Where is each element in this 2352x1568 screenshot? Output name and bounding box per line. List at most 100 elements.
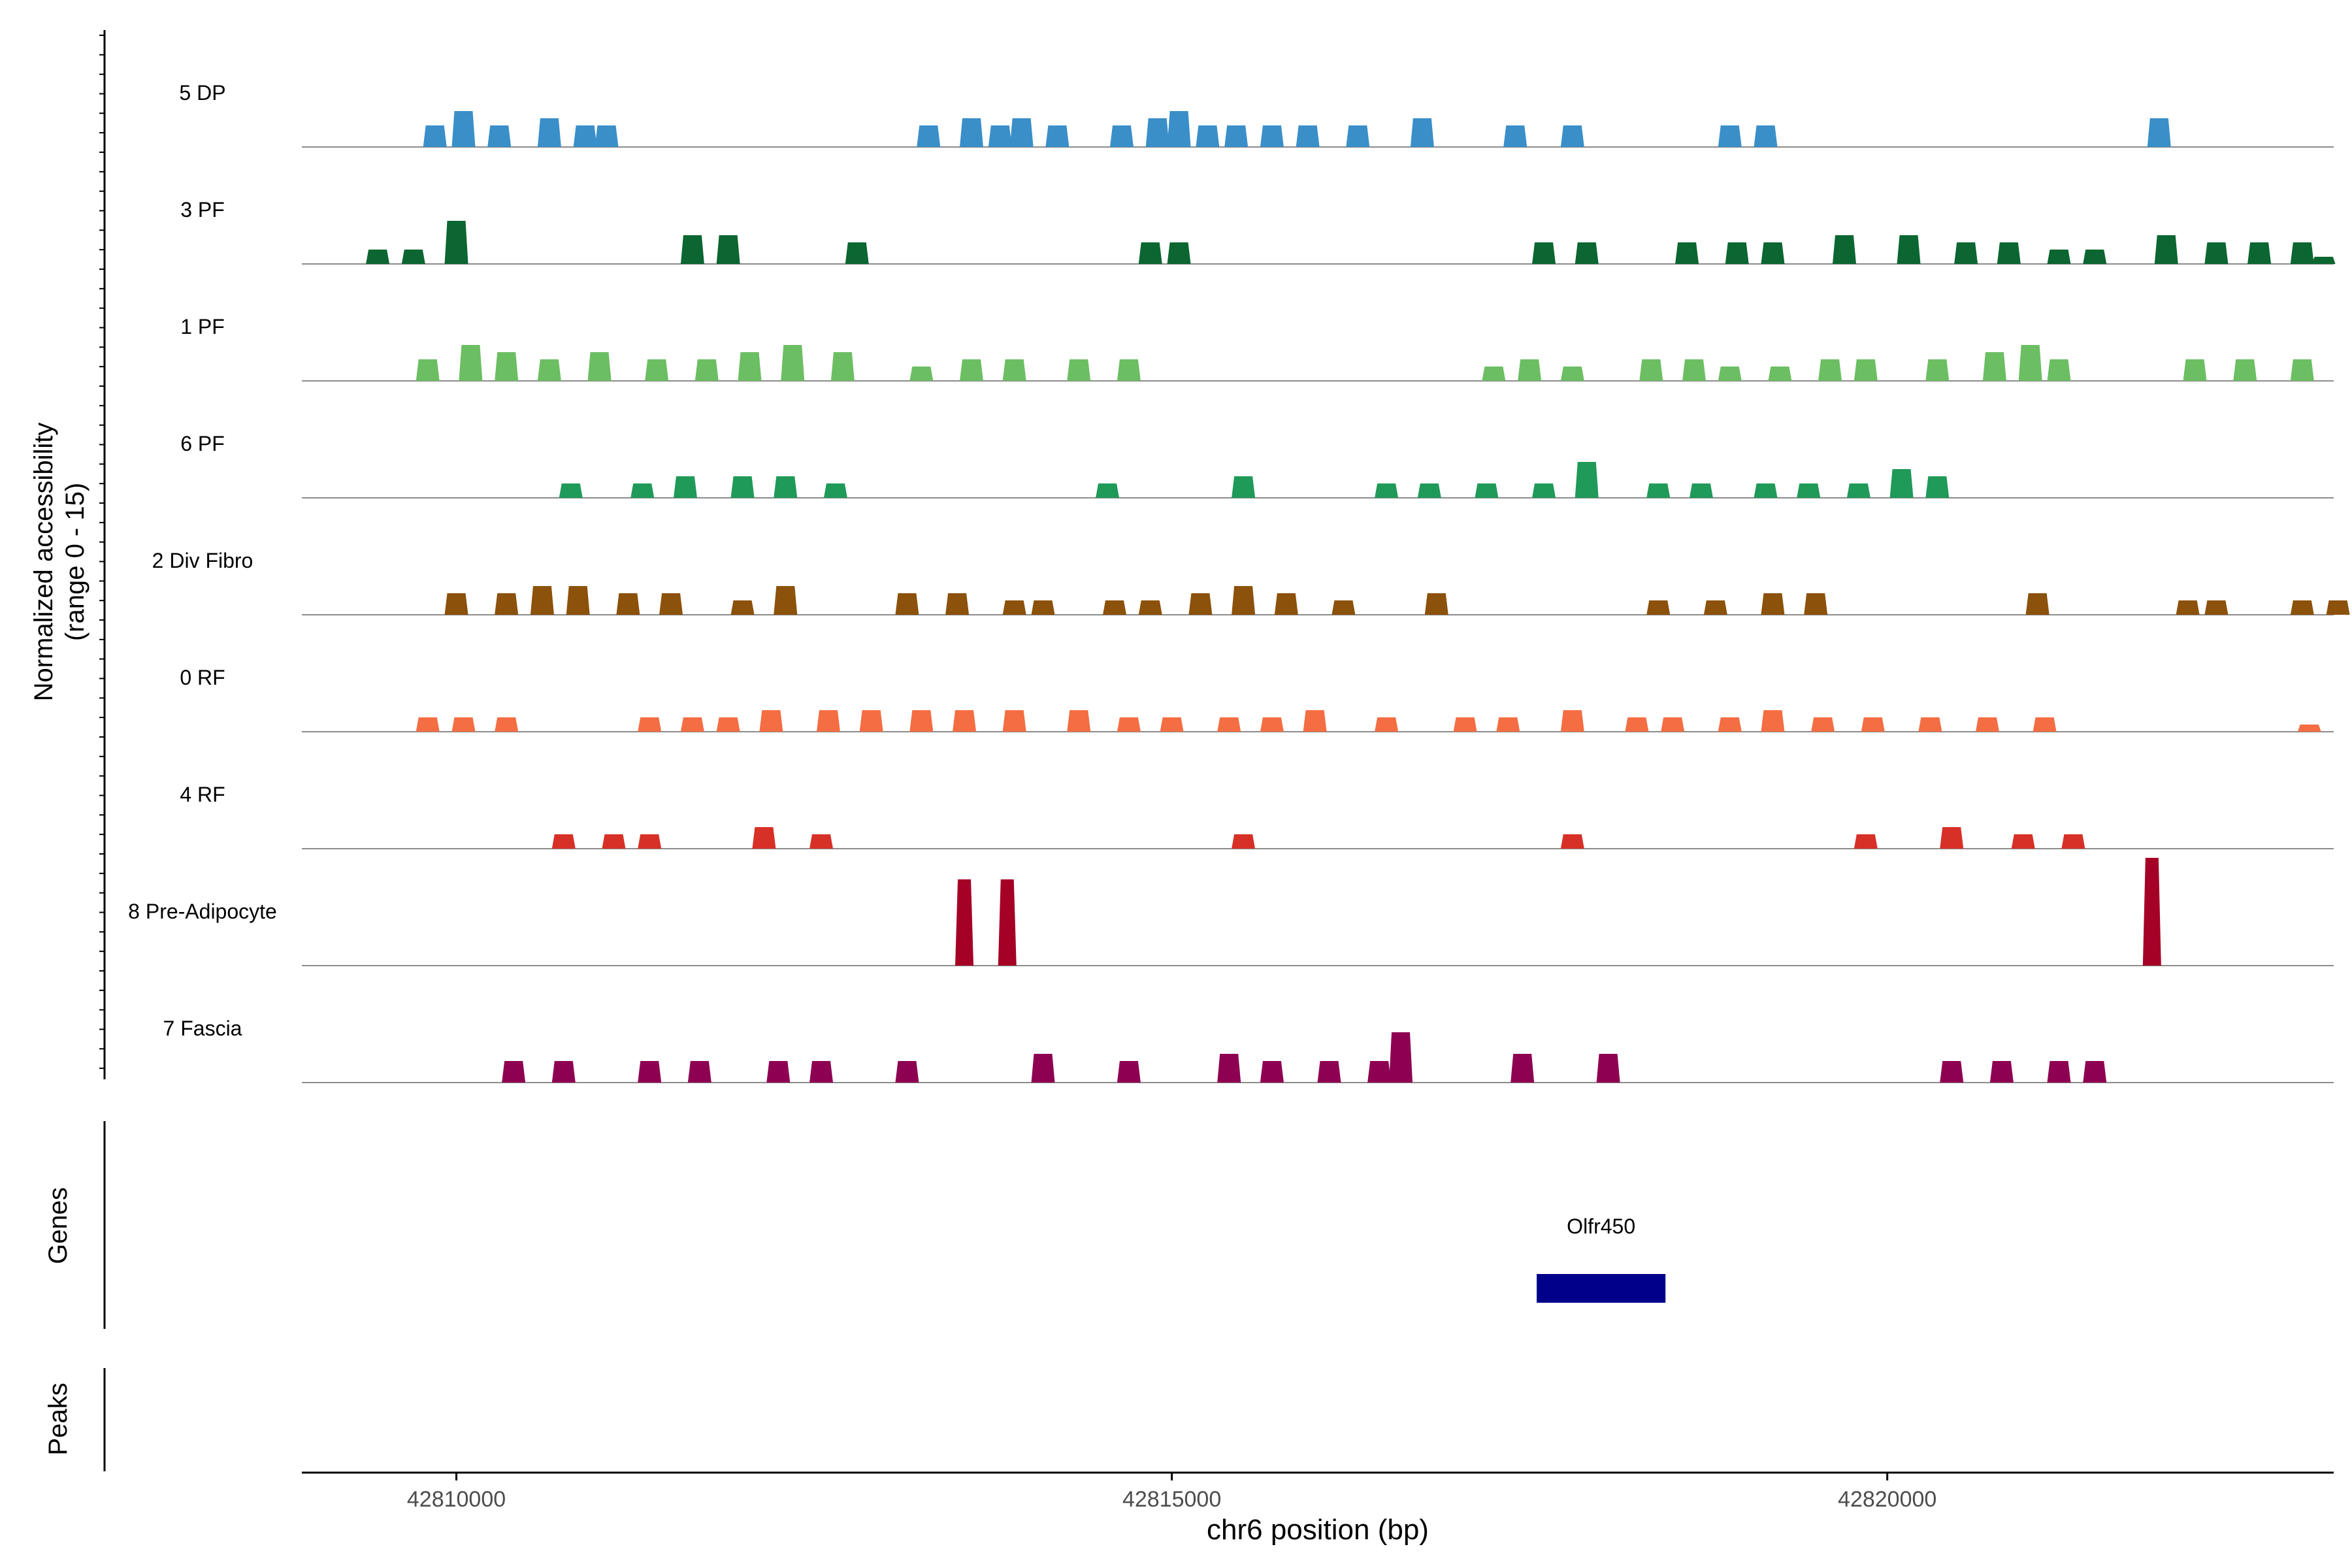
coverage-peak <box>673 476 697 498</box>
coverage-peak <box>1424 593 1448 615</box>
coverage-peak <box>1625 717 1649 732</box>
coverage-peak <box>2025 593 2050 615</box>
coverage-peak <box>859 710 883 732</box>
coverage-peak <box>1232 586 1256 615</box>
coverage-peak <box>730 600 755 615</box>
coverage-peak <box>1217 1054 1241 1083</box>
y-axis-title-line2: (range 0 - 15) <box>61 483 90 641</box>
coverage-peak <box>1031 600 1055 615</box>
coverage-peak <box>1224 125 1249 147</box>
coverage-peak <box>559 483 583 498</box>
coverage-peak <box>1718 125 1742 147</box>
coverage-peak <box>1167 242 1191 264</box>
track-6-pf: 6 PF <box>180 432 2334 498</box>
coverage-peak <box>551 834 576 849</box>
track-label: 7 Fascia <box>163 1017 242 1040</box>
coverage-peak <box>1346 125 1370 147</box>
coverage-peak <box>551 1061 576 1083</box>
coverage-peak <box>2083 1061 2107 1083</box>
coverage-peak <box>416 359 440 381</box>
coverage-peak <box>2297 725 2321 732</box>
coverage-peak <box>945 593 970 615</box>
coverage-peak <box>730 476 755 498</box>
coverage-peak <box>1560 834 1584 849</box>
coverage-peak <box>1067 359 1091 381</box>
coverage-peak <box>1232 476 1256 498</box>
coverage-peak <box>687 1061 711 1083</box>
x-axis-title: chr6 position (bp) <box>1207 1514 1429 1546</box>
coverage-peak <box>1117 717 1141 732</box>
track-label: 4 RF <box>180 783 225 806</box>
coverage-peak <box>2147 118 2171 147</box>
coverage-peak <box>1682 359 1707 381</box>
y-axis-title-line1: Normalized accessibility <box>29 423 58 702</box>
coverage-peak <box>1560 367 1584 381</box>
coverage-peak <box>1303 710 1327 732</box>
coverage-peak <box>694 359 719 381</box>
coverage-peak <box>1661 717 1685 732</box>
coverage-peak <box>2047 359 2071 381</box>
coverage-peak <box>1002 710 1026 732</box>
coverage-peak <box>2247 242 2272 264</box>
coverage-peak <box>895 1061 919 1083</box>
track-4-rf: 4 RF <box>180 783 2334 849</box>
coverage-peak <box>1109 125 1134 147</box>
coverage-peak <box>1804 593 1828 615</box>
coverage-peak <box>809 1061 834 1083</box>
coverage-peak <box>809 834 834 849</box>
coverage-peak <box>1989 1061 2014 1083</box>
coverage-peak <box>530 586 554 615</box>
coverage-peak <box>451 717 476 732</box>
coverage-peak <box>1832 235 1856 264</box>
coverage-peak <box>1560 710 1584 732</box>
x-tick-label: 42820000 <box>1838 1487 1936 1512</box>
coverage-peak <box>495 593 519 615</box>
coverage-peak <box>845 242 869 264</box>
x-tick-label: 42815000 <box>1122 1487 1221 1512</box>
coverage-peak <box>2204 242 2229 264</box>
coverage-peak <box>716 235 740 264</box>
coverage-peak <box>1453 717 1477 732</box>
coverage-peak <box>1375 717 1399 732</box>
coverage-peak <box>2204 600 2229 615</box>
coverage-peak <box>566 586 590 615</box>
coverage-peak <box>1260 1061 1284 1083</box>
coverage-peak <box>1811 717 1835 732</box>
coverage-peak <box>1410 118 1434 147</box>
coverage-peak <box>1918 717 1942 732</box>
coverage-peak <box>416 717 440 732</box>
coverage-peak <box>2142 858 2161 966</box>
coverage-peak <box>1897 235 1921 264</box>
coverage-peak <box>495 717 519 732</box>
coverage-peak <box>2083 250 2107 264</box>
coverage-peak <box>1217 717 1241 732</box>
coverage-peak <box>602 834 626 849</box>
coverage-peak <box>502 1061 526 1083</box>
coverage-peak <box>1854 359 1878 381</box>
coverage-peak <box>1260 717 1284 732</box>
coverage-peak <box>1761 710 1785 732</box>
coverage-peak <box>1367 1061 1392 1083</box>
coverage-peak <box>752 827 776 849</box>
track-5-dp: 5 DP <box>179 81 2334 148</box>
coverage-peak <box>774 586 798 615</box>
coverage-peak <box>638 717 662 732</box>
coverage-peak <box>645 359 669 381</box>
coverage-peak <box>1331 600 1356 615</box>
coverage-peak <box>1138 600 1162 615</box>
coverage-peak <box>638 1061 662 1083</box>
coverage-peak <box>1138 242 1162 264</box>
coverage-peak <box>1503 125 1527 147</box>
coverage-peak <box>1160 717 1184 732</box>
coverage-peak <box>1596 1054 1620 1083</box>
coverage-peak <box>1818 359 1842 381</box>
coverage-peak <box>595 125 619 147</box>
coverage-peak <box>766 1061 791 1083</box>
coverage-peak <box>1889 469 1914 498</box>
coverage-peak <box>1646 600 1671 615</box>
coverage-peak <box>1940 827 1964 849</box>
coverage-peak <box>1718 717 1742 732</box>
coverage-peak <box>1797 483 1821 498</box>
coverage-peak <box>680 235 704 264</box>
coverage-peak <box>2018 345 2042 381</box>
